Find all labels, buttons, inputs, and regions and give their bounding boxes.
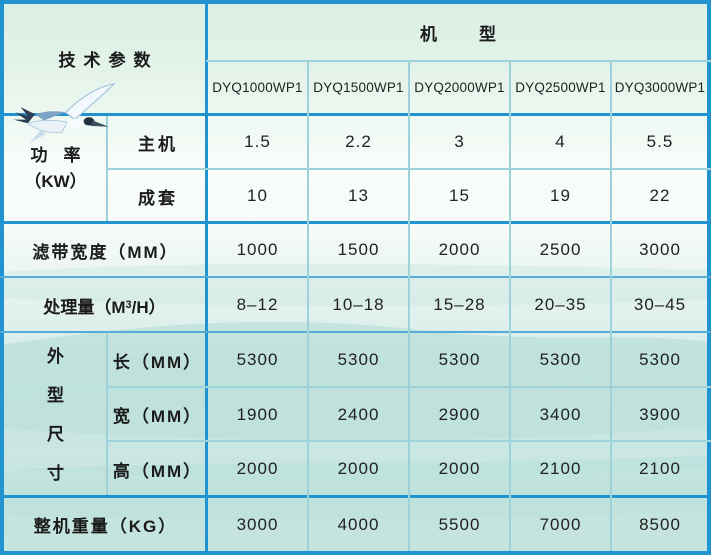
power-row-group-label: 功率 （KW）: [4, 116, 107, 221]
value-cell: 3000: [639, 240, 681, 259]
value-cell: 5300: [337, 350, 380, 369]
table-gridline: [307, 62, 309, 551]
value-cell: 15: [449, 186, 470, 205]
value-cell: 5500: [438, 514, 481, 534]
value-cell: 5300: [438, 350, 481, 369]
table-gridline: [0, 113, 711, 116]
dimension-height-label: 高（MM）: [112, 461, 203, 481]
value-cell: 3400: [539, 404, 582, 424]
value-cell: 2400: [337, 404, 380, 424]
tech-params-header: 技术参数: [4, 4, 205, 113]
crane-bird-graphic: [13, 82, 116, 143]
belt-width-label: 滤带宽度（MM）: [32, 242, 179, 262]
power-label: 功率: [30, 146, 97, 165]
power-main-label: 主机: [138, 134, 178, 154]
value-cell: 5300: [639, 350, 681, 369]
table-gridline: [509, 62, 511, 551]
value-cell: 10: [247, 186, 268, 205]
table-gridline: [106, 116, 108, 221]
value-cell: 4000: [337, 514, 380, 534]
model-name: DYQ2500WP1: [515, 80, 606, 95]
table-gridline: [0, 276, 711, 278]
value-cell: 30–45: [633, 295, 687, 314]
value-cell: 5300: [539, 350, 582, 369]
table-border-top: [0, 0, 711, 4]
value-cell: 5300: [236, 350, 279, 369]
capacity-superscript: 3: [125, 299, 132, 311]
table-gridline: [0, 221, 711, 224]
value-cell: 2900: [438, 404, 481, 424]
value-cell: 19: [550, 186, 571, 205]
table-gridline: [0, 331, 711, 333]
dimensions-row-group-label: 外型尺寸: [47, 346, 64, 483]
table-gridline: [610, 62, 612, 551]
value-cell: 2500: [539, 240, 582, 259]
value-cell: 3900: [639, 404, 681, 424]
table-gridline: [408, 62, 410, 551]
value-cell: 3000: [236, 514, 279, 534]
value-cell: 2100: [639, 459, 681, 478]
table-gridline: [206, 60, 711, 62]
value-cell: 1.5: [244, 132, 271, 151]
model-name: DYQ1000WP1: [212, 80, 303, 95]
value-cell: 1900: [236, 404, 279, 424]
value-cell: 1500: [337, 240, 380, 259]
model-name: DYQ2000WP1: [414, 80, 505, 95]
value-cell: 5.5: [646, 132, 674, 151]
value-cell: 22: [649, 186, 671, 205]
value-cell: 8–12: [236, 295, 279, 314]
value-cell: 4: [555, 132, 566, 151]
value-cell: 2000: [236, 459, 279, 478]
value-cell: 8500: [639, 514, 681, 534]
model-header-label: 机型: [420, 24, 538, 44]
value-cell: 2.2: [345, 132, 372, 151]
capacity-label: 处理量（M 3/H）: [43, 297, 166, 317]
value-cell: 20–35: [534, 295, 587, 314]
weight-label: 整机重量（KG）: [33, 517, 178, 536]
value-cell: 2000: [438, 459, 481, 478]
value-cell: 3: [454, 132, 465, 151]
table-gridline: [0, 495, 711, 498]
value-cell: 2100: [539, 459, 582, 478]
power-complete-label: 成套: [138, 188, 178, 208]
value-cell: 15–28: [433, 295, 486, 314]
table-border-bottom: [0, 551, 711, 555]
tech-params-label: 技术参数: [58, 51, 159, 70]
value-cell: 10–18: [332, 295, 385, 314]
model-name: DYQ3000WP1: [614, 80, 706, 95]
model-name: DYQ1500WP1: [313, 80, 404, 95]
value-cell: 13: [348, 186, 369, 205]
table-gridline: [106, 334, 108, 495]
value-cell: 7000: [539, 514, 582, 534]
value-cell: 1000: [236, 240, 279, 259]
model-column-header: 机型: [208, 4, 708, 60]
dimension-length-label: 长（MM）: [112, 352, 203, 372]
dimension-width-label: 宽（MM）: [112, 407, 203, 426]
value-cell: 2000: [438, 240, 481, 259]
power-unit-label: （KW）: [24, 171, 87, 191]
value-cell: 2000: [337, 459, 380, 478]
